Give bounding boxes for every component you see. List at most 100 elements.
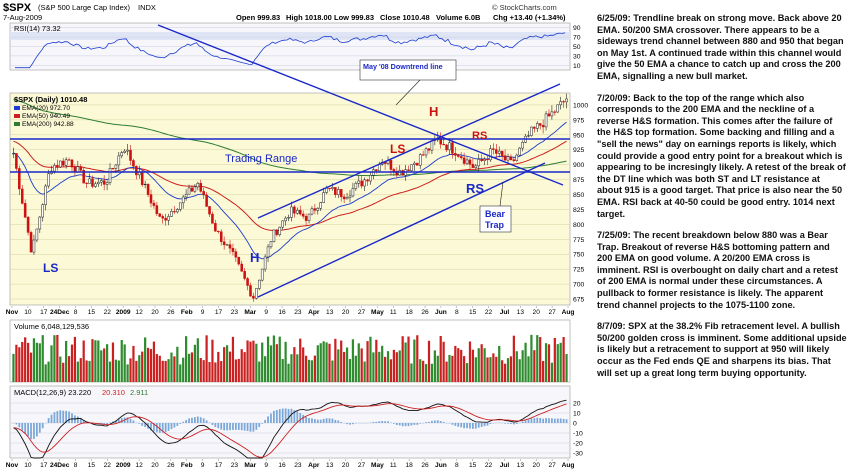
- volume-bar: [474, 357, 477, 382]
- candle-body: [123, 150, 126, 153]
- volume-bar: [182, 357, 185, 382]
- candle-body: [310, 208, 314, 215]
- volume-bar: [296, 354, 299, 382]
- macd-histogram-bar: [334, 419, 337, 423]
- volume-bar: [108, 361, 112, 382]
- volume-bar: [506, 358, 510, 382]
- macd-histogram-bar: [62, 410, 65, 423]
- candle-body: [111, 168, 115, 170]
- macd-histogram-bar: [521, 421, 524, 423]
- ohlc-change: Chg +13.40 (+1.34%): [493, 13, 566, 22]
- volume-bar: [228, 351, 232, 382]
- macd-histogram-bar: [305, 416, 307, 423]
- macd-histogram-bar: [71, 413, 73, 423]
- volume-bar: [304, 355, 308, 382]
- candle-body: [416, 162, 419, 166]
- volume-bar: [73, 336, 77, 382]
- price-tick-label: 1000: [573, 102, 588, 109]
- candle-body: [135, 166, 138, 176]
- price-tick-label: 950: [573, 132, 585, 139]
- channel-lower-line: [257, 162, 546, 298]
- volume-bar: [363, 361, 366, 382]
- volume-bar: [486, 357, 489, 382]
- downtrend-line: [157, 24, 564, 186]
- candle-body: [178, 202, 182, 210]
- rsi-overbought-band: [10, 32, 570, 40]
- macd-histogram-bar: [281, 408, 284, 423]
- macd-histogram-bar: [50, 414, 53, 423]
- candle-body: [480, 159, 483, 161]
- date-tick-label: 22: [485, 462, 493, 469]
- candle-body: [173, 211, 176, 213]
- candle-body: [547, 113, 551, 117]
- candle-body: [275, 229, 279, 235]
- volume-bar: [565, 354, 568, 382]
- candle-body: [23, 203, 27, 218]
- rsi-tick-label: 70: [573, 35, 581, 42]
- volume-bar: [395, 352, 398, 382]
- candle-body: [351, 188, 355, 197]
- candle-body: [296, 209, 299, 214]
- candle-body: [217, 230, 220, 233]
- volume-bar: [217, 351, 220, 382]
- volume-bar: [322, 341, 325, 382]
- volume-bar: [319, 343, 322, 382]
- macd-tick-label: -30: [573, 451, 583, 458]
- macd-histogram-bar: [463, 423, 465, 429]
- macd-histogram-bar: [214, 423, 217, 428]
- candle-body: [307, 213, 311, 221]
- macd-histogram-bar: [536, 417, 539, 423]
- macd-histogram-bar: [167, 423, 170, 431]
- volume-bar: [196, 338, 199, 382]
- date-tick-label: Jun: [435, 462, 447, 469]
- candle-body: [26, 216, 30, 233]
- volume-bar: [85, 360, 88, 382]
- macd-histogram-bar: [21, 423, 24, 431]
- macd-histogram-bar: [352, 423, 354, 425]
- volume-bar: [199, 357, 202, 382]
- bear-trap-box: [479, 205, 512, 233]
- macd-histogram-bar: [477, 423, 480, 428]
- ema-legend: EMA(20) 972.70 EMA(50) 940.49 EMA(200) 9…: [14, 105, 74, 128]
- candle-body: [290, 206, 293, 218]
- note-2009-06-25: 6/25/09: Trendline break on strong move.…: [597, 13, 844, 81]
- macd-histogram-bar: [252, 423, 255, 432]
- date-tick-label: 26: [167, 309, 175, 316]
- candle-body: [512, 159, 516, 161]
- candle-body: [108, 168, 112, 183]
- annotation-trading-range: Trading Range: [225, 153, 297, 165]
- candle-body: [47, 173, 50, 187]
- volume-panel: [9, 319, 571, 383]
- volume-bar: [29, 352, 33, 382]
- volume-bar: [354, 355, 357, 382]
- candle-body: [410, 164, 413, 171]
- macd-histogram-bar: [202, 418, 205, 423]
- volume-bar: [290, 354, 293, 382]
- volume-bar: [544, 343, 548, 382]
- candle-body: [164, 217, 167, 221]
- macd-histogram-bar: [472, 423, 474, 429]
- date-tick-label: Aug: [562, 462, 575, 469]
- candle-body: [161, 216, 164, 219]
- volume-bar: [211, 339, 214, 382]
- candle-body: [535, 123, 539, 129]
- candle-body: [237, 256, 241, 265]
- macd-histogram-bar: [132, 420, 135, 423]
- candle-body: [319, 202, 323, 209]
- candle-body: [190, 187, 194, 192]
- volume-bar: [372, 352, 375, 382]
- candle-body: [544, 113, 548, 128]
- macd-histogram-bar: [512, 423, 515, 425]
- date-tick-label: 27: [548, 462, 556, 469]
- volume-bar: [483, 348, 486, 382]
- candle-body: [170, 211, 173, 217]
- stock-chart: $SPX (S&P 500 Large Cap Index) INDX 7-Au…: [3, 2, 588, 469]
- macd-histogram-bar: [311, 418, 313, 423]
- macd-histogram-bar: [551, 418, 553, 423]
- volume-bar: [173, 356, 176, 382]
- volume-bar: [407, 336, 410, 382]
- date-tick-label: 27: [358, 309, 366, 316]
- candle-body: [184, 193, 188, 198]
- volume-bar: [76, 361, 79, 382]
- candle-body: [255, 288, 258, 299]
